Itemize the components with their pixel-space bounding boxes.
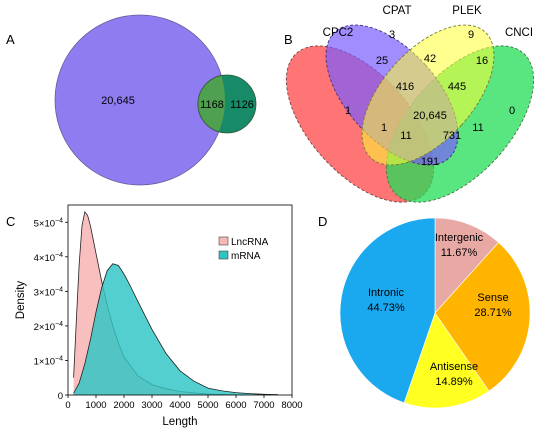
pie-value-antisense: 14.89%: [435, 376, 473, 388]
venn-a-intersection: [197, 74, 225, 134]
legend-swatch-lncrna: [218, 236, 229, 246]
venn-b-region-plek: 9: [468, 29, 474, 41]
venn-b-set-label-cpat: CPAT: [383, 5, 412, 17]
density-area-mrna: [73, 263, 278, 395]
panel-letter-c: C: [6, 214, 15, 229]
venn-b-plek-ellipse: [361, 24, 495, 166]
panel-letter-a: A: [6, 32, 15, 47]
y-tick-label: 2×10−4: [34, 321, 63, 333]
y-tick-exponent: −4: [55, 217, 63, 224]
venn-b-set-label-cnci: CNCI: [505, 27, 533, 39]
pie-chart: [339, 217, 531, 409]
panel-b: B CPC2 CPAT PLEK CNCI 1 3 9 0 25 42 16 4…: [284, 5, 535, 203]
pie-slice-intronic: [339, 217, 436, 404]
y-tick-exponent: −4: [55, 286, 63, 293]
x-tick-label: 8000: [281, 400, 302, 411]
y-tick-exponent: −4: [55, 355, 63, 362]
pie-slice-sense: [434, 241, 531, 392]
panel-d: D Intergenic 11.67% Sense 28.71% Antisen…: [318, 214, 531, 409]
venn-b-region-cpc2-cnci: 191: [421, 156, 439, 168]
venn-a-label-only-big: 20,645: [101, 95, 135, 107]
panel-a: A 20,645 1168 1126: [6, 14, 257, 186]
pie-value-sense: 28.71%: [474, 307, 512, 319]
x-tick-label: 1000: [85, 400, 106, 411]
venn-b-set-label-cpc2: CPC2: [323, 27, 354, 39]
y-tick-label: 5×10−4: [34, 217, 63, 229]
legend: LncRNA mRNA: [218, 236, 269, 262]
venn-b-region-cpat-plek: 42: [424, 53, 436, 65]
venn-b-set-label-plek: PLEK: [452, 5, 482, 17]
x-axis-title: Length: [162, 416, 197, 428]
y-tick-label: 1×10−4: [34, 355, 63, 367]
y-tick-label: 4×10−4: [34, 252, 63, 264]
venn-b-region-cpc2: 1: [345, 105, 351, 117]
venn-a-label-intersection: 1168: [200, 99, 224, 111]
x-tick-label: 5000: [197, 400, 218, 411]
venn-b-region-cpc2-plek-cnci: 11: [400, 130, 411, 142]
x-tick-label: 4000: [169, 400, 190, 411]
pie-slice-intergenic: [434, 217, 500, 314]
pie-value-intronic: 44.73%: [367, 302, 405, 314]
y-axis: 0 1×10−4 2×10−4 3×10−4 4×10−4 5×10−4: [34, 217, 68, 402]
venn-b-region-cpat-plek-cnci: 445: [448, 81, 466, 93]
legend-label-mrna: mRNA: [231, 251, 261, 262]
venn-b-region-plek-cnci: 16: [476, 55, 488, 67]
venn-b-region-cpc2-cpat-plek: 416: [396, 81, 414, 93]
x-axis: 0 1000 2000 3000 4000 5000 6000 7000 8000: [65, 395, 303, 411]
x-tick-label: 7000: [253, 400, 274, 411]
venn-b-region-cpc2-cpat: 25: [376, 55, 388, 67]
venn-b-region-cpc2-plek: 1: [381, 122, 387, 134]
panel-letter-b: B: [284, 32, 293, 47]
x-tick-label: 6000: [225, 400, 246, 411]
pie-label-antisense: Antisense: [430, 361, 478, 373]
y-axis-title: Density: [15, 281, 27, 320]
venn-b-region-cpat-cnci: 11: [472, 122, 483, 134]
panel-c: C 0 1000 2000 3000 4000 5000 6000 7000 8000 0 1×1…: [6, 204, 303, 428]
y-tick-label: 0: [58, 391, 63, 402]
pie-label-intronic: Intronic: [368, 287, 405, 299]
venn-a-label-only-small: 1126: [230, 99, 254, 111]
x-tick-label: 3000: [141, 400, 162, 411]
y-tick-exponent: −4: [55, 252, 63, 259]
pie-label-sense: Sense: [477, 292, 508, 304]
legend-label-lncrna: LncRNA: [231, 237, 269, 248]
venn-b-region-all: 20,645: [413, 110, 447, 122]
y-tick-label: 3×10−4: [34, 286, 63, 298]
density-series-group: [73, 210, 279, 395]
pie-value-intergenic: 11.67%: [441, 247, 478, 259]
venn-b-region-cnci: 0: [509, 105, 515, 117]
legend-swatch-mrna: [218, 250, 229, 260]
venn-b-region-cpat: 3: [389, 29, 395, 41]
pie-label-intergenic: Intergenic: [435, 232, 484, 244]
y-tick-exponent: −4: [55, 321, 63, 328]
density-line-mrna: [73, 263, 279, 395]
pie-slice-antisense: [403, 312, 490, 409]
x-tick-label: 0: [65, 400, 70, 411]
panel-letter-d: D: [318, 214, 327, 229]
x-tick-label: 2000: [113, 400, 134, 411]
venn-b-region-cpc2-cpat-cnci: 731: [443, 130, 461, 142]
